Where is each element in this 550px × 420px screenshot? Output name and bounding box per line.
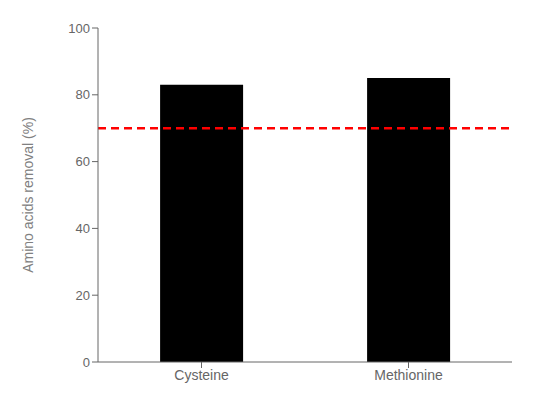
svg-text:0: 0 [83, 355, 90, 370]
svg-text:Methionine: Methionine [374, 367, 443, 383]
svg-text:40: 40 [76, 221, 90, 236]
svg-text:Cysteine: Cysteine [174, 367, 229, 383]
svg-text:100: 100 [68, 21, 90, 36]
svg-text:60: 60 [76, 154, 90, 169]
svg-text:20: 20 [76, 288, 90, 303]
svg-text:Amino acids removal (%): Amino acids removal (%) [20, 117, 36, 273]
svg-text:80: 80 [76, 87, 90, 102]
